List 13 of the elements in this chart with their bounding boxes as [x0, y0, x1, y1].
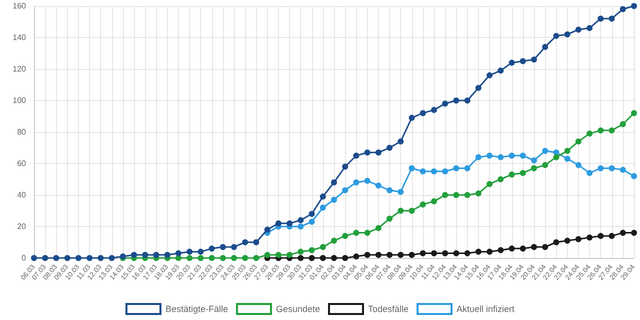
y-tick-label: 160 [12, 2, 27, 10]
y-tick-label: 40 [17, 190, 27, 200]
y-tick-label: 140 [12, 33, 27, 42]
y-tick-label: 20 [17, 222, 27, 231]
y-tick-label: 120 [12, 64, 27, 74]
y-tick-label: 60 [17, 159, 27, 168]
legend-label: Aktuell infiziert [456, 304, 516, 314]
y-tick-label: 100 [12, 96, 27, 105]
y-tick-label: 0 [22, 254, 27, 262]
legend-label: Todesfälle [368, 304, 409, 314]
legend-label: Gesundete [276, 304, 320, 314]
legend-label: Bestätigte-Fälle [165, 304, 228, 314]
y-tick-label: 80 [17, 128, 27, 136]
